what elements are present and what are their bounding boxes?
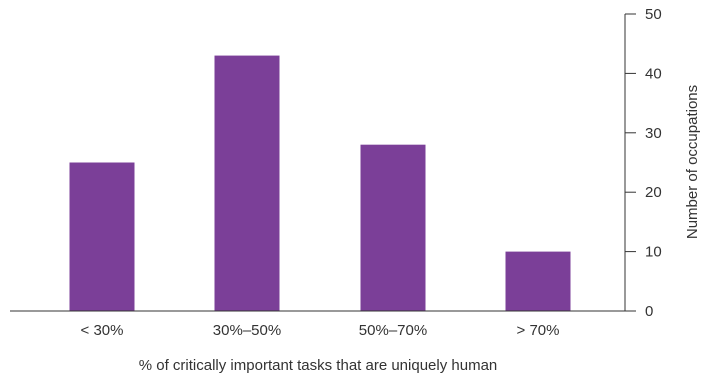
x-ticks-group: < 30% 30%–50% 50%–70% > 70%: [81, 322, 560, 339]
bar-4: [505, 251, 571, 311]
x-axis-label: % of critically important tasks that are…: [139, 357, 498, 374]
y-tick-label: 40: [645, 65, 662, 82]
y-tick-label: 10: [645, 244, 662, 261]
bars-group: [69, 55, 571, 311]
y-tick-label: 20: [645, 184, 662, 201]
y-ticks-group: 0 10 20 30 40 50: [625, 6, 662, 320]
x-tick-label: < 30%: [81, 322, 124, 339]
y-axis-label: Number of occupations: [684, 85, 701, 239]
bar-2: [214, 55, 280, 311]
y-tick-label: 50: [645, 6, 662, 23]
bar-1: [69, 162, 135, 311]
x-tick-label: 30%–50%: [213, 322, 281, 339]
y-tick-label: 0: [645, 303, 653, 320]
y-tick-label: 30: [645, 125, 662, 142]
x-tick-label: > 70%: [517, 322, 560, 339]
x-tick-label: 50%–70%: [359, 322, 427, 339]
bar-3: [360, 144, 426, 311]
